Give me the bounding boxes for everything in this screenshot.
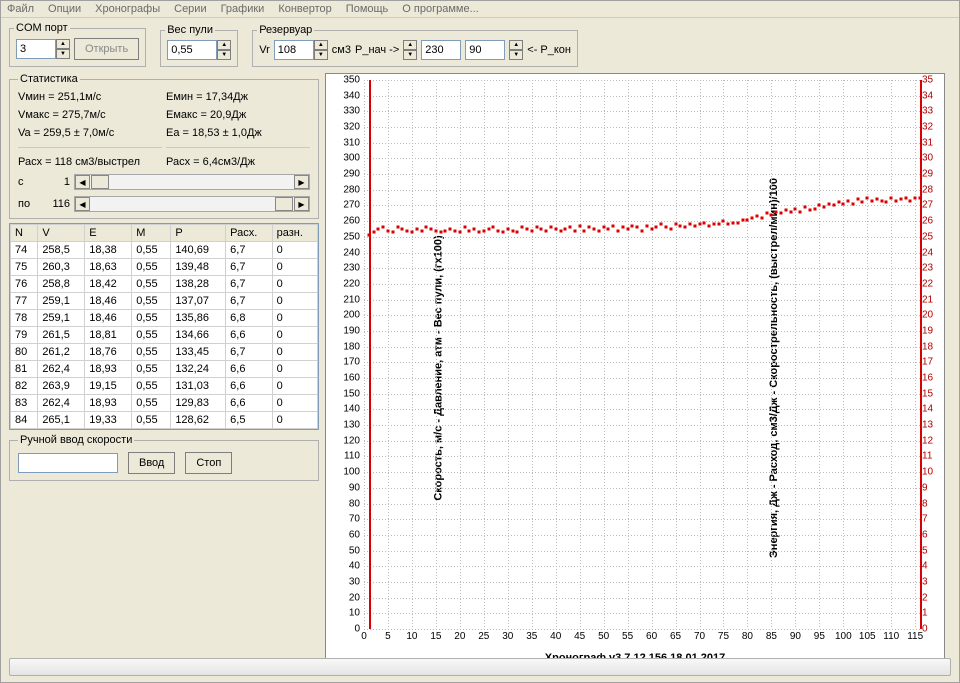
stats-legend: Статистика (18, 73, 80, 85)
data-table-wrapper[interactable]: NVEMPРасх.разн. 74258,518,380,55140,696,… (9, 223, 319, 430)
column-header[interactable]: P (171, 225, 226, 242)
range-from-value: 1 (42, 176, 70, 188)
enter-button[interactable]: Ввод (128, 452, 175, 474)
range-from: с 1 ◀ ▶ (18, 174, 310, 190)
range-to-label: по (18, 198, 38, 210)
p-end-input[interactable] (465, 40, 505, 60)
range-from-thumb[interactable] (91, 175, 109, 189)
column-header[interactable]: M (132, 225, 171, 242)
table-row[interactable]: 82263,919,150,55131,036,60 (11, 378, 318, 395)
range-to-slider[interactable]: ◀ ▶ (74, 196, 310, 212)
manual-speed-input[interactable] (18, 453, 118, 473)
stats-line: Расх = 6,4см3/Дж (166, 156, 310, 168)
range-to: по 116 ◀ ▶ (18, 196, 310, 212)
stats-line: Емин = 17,34Дж (166, 91, 310, 103)
p-end-down[interactable]: ▼ (509, 50, 523, 60)
p-start-down[interactable]: ▼ (403, 50, 417, 60)
vr-input[interactable] (274, 40, 314, 60)
table-row[interactable]: 79261,518,810,55134,666,60 (11, 327, 318, 344)
stats-line: Емакс = 20,9Дж (166, 109, 310, 121)
plot-area (364, 80, 920, 629)
column-header[interactable]: разн. (272, 225, 317, 242)
toolbar: COM порт ▲▼ Открыть Вес пули ▲▼ Резервуа… (1, 18, 959, 69)
vr-unit: см3 (332, 44, 351, 56)
menu-item[interactable]: О программе... (402, 3, 478, 15)
table-row[interactable]: 76258,818,420,55138,286,70 (11, 276, 318, 293)
reservoir-group: Резервуар Vr ▲▼ см3 Р_нач -> ▲▼ ▲▼ <- Р_… (252, 24, 578, 67)
vr-label: Vr (259, 44, 270, 56)
stats-line: Ea = 18,53 ± 1,0Дж (166, 127, 310, 139)
stats-group: Статистика Vмин = 251,1м/с Vмакс = 275,7м… (9, 73, 319, 219)
range-to-thumb[interactable] (275, 197, 293, 211)
vr-up[interactable]: ▲ (314, 40, 328, 50)
stats-line: Расх = 118 см3/выстрел (18, 156, 162, 168)
bullet-weight-down[interactable]: ▼ (217, 50, 231, 60)
stats-line: Vмин = 251,1м/с (18, 91, 162, 103)
p-start-label: Р_нач -> (355, 44, 399, 56)
range-from-label: с (18, 176, 38, 188)
open-port-button[interactable]: Открыть (74, 38, 139, 60)
range-from-right-arrow[interactable]: ▶ (294, 175, 309, 189)
menu-item[interactable]: Конвертор (278, 3, 331, 15)
column-header[interactable]: Расх. (226, 225, 272, 242)
chart-caption: Хронограф v3.7.12.156 18.01.2017 (326, 652, 944, 658)
menu-bar: Файл Опции Хронографы Серии Графики Конвертор… (1, 1, 959, 18)
com-port-input[interactable] (16, 39, 56, 59)
bullet-weight-group: Вес пули ▲▼ (160, 24, 238, 67)
column-header[interactable]: V (38, 225, 85, 242)
menu-item[interactable]: Помощь (346, 3, 389, 15)
p-end-suffix: <- Р_кон (527, 44, 571, 56)
com-port-up[interactable]: ▲ (56, 39, 70, 49)
bullet-weight-up[interactable]: ▲ (217, 40, 231, 50)
column-header[interactable]: N (11, 225, 38, 242)
table-row[interactable]: 75260,318,630,55139,486,70 (11, 259, 318, 276)
table-row[interactable]: 74258,518,380,55140,696,70 (11, 242, 318, 259)
com-port-down[interactable]: ▼ (56, 49, 70, 59)
range-to-right-arrow[interactable]: ▶ (294, 197, 309, 211)
vr-down[interactable]: ▼ (314, 50, 328, 60)
table-row[interactable]: 84265,119,330,55128,626,50 (11, 412, 318, 429)
range-to-left-arrow[interactable]: ◀ (75, 197, 90, 211)
com-port-legend: COM порт (14, 22, 70, 34)
p-end-up[interactable]: ▲ (509, 40, 523, 50)
bullet-weight-input[interactable] (167, 40, 217, 60)
com-port-group: COM порт ▲▼ Открыть (9, 22, 146, 67)
menu-item[interactable]: Хронографы (95, 3, 160, 15)
app-window: Файл Опции Хронографы Серии Графики Конвертор… (0, 0, 960, 683)
data-table: NVEMPРасх.разн. 74258,518,380,55140,696,… (10, 224, 318, 429)
p-start-input[interactable] (421, 40, 461, 60)
menu-item[interactable]: Серии (174, 3, 206, 15)
stats-line: Va = 259,5 ± 7,0м/с (18, 127, 162, 139)
table-row[interactable]: 83262,418,930,55129,836,60 (11, 395, 318, 412)
status-bar (9, 658, 951, 676)
stop-button[interactable]: Стоп (185, 452, 232, 474)
column-header[interactable]: E (85, 225, 132, 242)
table-row[interactable]: 77259,118,460,55137,076,70 (11, 293, 318, 310)
range-from-slider[interactable]: ◀ ▶ (74, 174, 310, 190)
menu-item[interactable]: Файл (7, 3, 34, 15)
chart: Скорость, м/с - Давление, атм - Вес пули… (325, 73, 945, 658)
table-row[interactable]: 80261,218,760,55133,456,70 (11, 344, 318, 361)
bullet-weight-legend: Вес пули (165, 24, 215, 36)
table-row[interactable]: 78259,118,460,55135,866,80 (11, 310, 318, 327)
menu-item[interactable]: Опции (48, 3, 81, 15)
menu-item[interactable]: Графики (221, 3, 265, 15)
reservoir-legend: Резервуар (257, 24, 314, 36)
range-to-value: 116 (42, 198, 70, 210)
range-from-left-arrow[interactable]: ◀ (75, 175, 90, 189)
p-start-up[interactable]: ▲ (403, 40, 417, 50)
stats-line: Vмакс = 275,7м/с (18, 109, 162, 121)
table-row[interactable]: 81262,418,930,55132,246,60 (11, 361, 318, 378)
manual-legend: Ручной ввод скорости (18, 434, 134, 446)
manual-input-group: Ручной ввод скорости Ввод Стоп (9, 434, 319, 481)
